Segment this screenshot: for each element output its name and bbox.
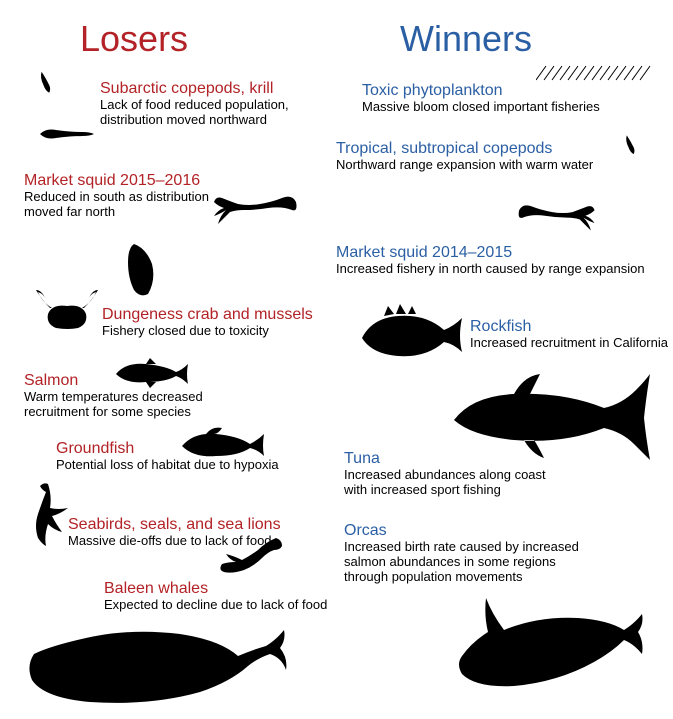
entry-salmon: Salmon Warm temperatures decreased recru…	[24, 372, 244, 420]
entry-desc: Increased abundances along coast with in…	[344, 468, 584, 498]
entry-desc: Increased fishery in north caused by ran…	[336, 262, 656, 277]
entry-desc: Potential loss of habitat due to hypoxia	[56, 458, 316, 473]
entry-toxic-phytoplankton: Toxic phytoplankton Massive bloom closed…	[362, 82, 642, 115]
entry-baleen-whales: Baleen whales Expected to decline due to…	[104, 580, 344, 613]
entry-name: Orcas	[344, 522, 624, 540]
entry-desc: Massive die-offs due to lack of food	[68, 534, 308, 549]
entry-desc: Expected to decline due to lack of food	[104, 598, 344, 613]
entry-desc: Lack of food reduced population, distrib…	[100, 98, 320, 128]
entry-name: Seabirds, seals, and sea lions	[68, 516, 308, 534]
entry-name: Rockfish	[470, 318, 670, 336]
krill-icon	[36, 120, 96, 144]
entry-name: Tuna	[344, 450, 584, 468]
entry-tuna: Tuna Increased abundances along coast wi…	[344, 450, 584, 498]
orca-icon	[448, 590, 648, 700]
seabird-icon	[24, 480, 74, 550]
entry-desc: Fishery closed due to toxicity	[102, 324, 322, 339]
entry-desc: Massive bloom closed important fisheries	[362, 100, 642, 115]
entry-subarctic-copepods: Subarctic copepods, krill Lack of food r…	[100, 80, 320, 128]
entry-name: Toxic phytoplankton	[362, 82, 642, 100]
entry-desc: Northward range expansion with warm wate…	[336, 158, 626, 173]
entry-name: Market squid 2015–2016	[24, 172, 244, 190]
entry-dungeness-crab: Dungeness crab and mussels Fishery close…	[102, 306, 322, 339]
entry-orcas: Orcas Increased birth rate caused by inc…	[344, 522, 624, 585]
mussel-icon	[120, 240, 160, 300]
copepod-icon	[34, 68, 72, 106]
entry-name: Tropical, subtropical copepods	[336, 140, 626, 158]
winners-title: Winners	[400, 18, 532, 60]
crab-icon	[32, 286, 102, 336]
entry-rockfish: Rockfish Increased recruitment in Califo…	[470, 318, 670, 351]
entry-market-squid-losers: Market squid 2015–2016 Reduced in south …	[24, 172, 244, 220]
entry-tropical-copepods: Tropical, subtropical copepods Northward…	[336, 140, 626, 173]
entry-name: Market squid 2014–2015	[336, 244, 656, 262]
entry-name: Baleen whales	[104, 580, 344, 598]
losers-title: Losers	[80, 18, 188, 60]
entry-groundfish: Groundfish Potential loss of habitat due…	[56, 440, 316, 473]
squid-winner-icon	[510, 190, 600, 236]
whale-icon	[20, 610, 290, 710]
entry-name: Dungeness crab and mussels	[102, 306, 322, 324]
entry-desc: Warm temperatures decreased recruitment …	[24, 390, 244, 420]
rockfish-icon	[354, 300, 464, 370]
entry-desc: Increased recruitment in California	[470, 336, 670, 351]
entry-name: Groundfish	[56, 440, 316, 458]
entry-name: Salmon	[24, 372, 244, 390]
entry-seabirds-seals: Seabirds, seals, and sea lions Massive d…	[68, 516, 308, 549]
phytoplankton-icon	[536, 64, 656, 82]
entry-market-squid-winners: Market squid 2014–2015 Increased fishery…	[336, 244, 656, 277]
entry-desc: Reduced in south as distribution moved f…	[24, 190, 244, 220]
entry-name: Subarctic copepods, krill	[100, 80, 320, 98]
entry-desc: Increased birth rate caused by increased…	[344, 540, 624, 585]
